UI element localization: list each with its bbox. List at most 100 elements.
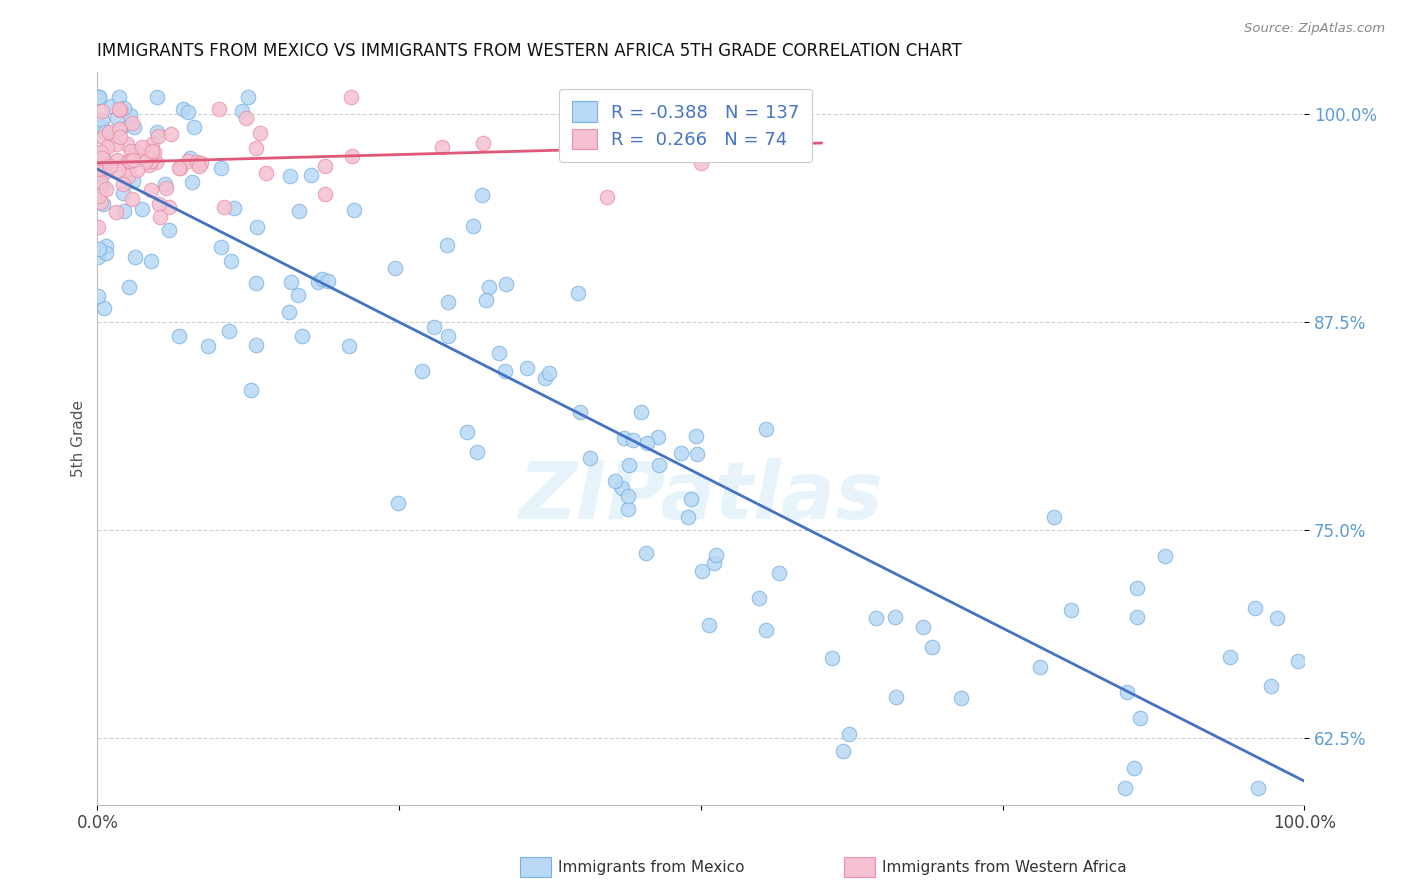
Point bbox=[90, 145, 112, 160]
Point bbox=[685, 429, 707, 443]
Point bbox=[94, 125, 117, 139]
Point bbox=[87, 90, 110, 104]
Point bbox=[456, 425, 478, 439]
Point bbox=[218, 324, 240, 338]
Point bbox=[647, 429, 669, 443]
Point bbox=[692, 564, 714, 578]
Point bbox=[112, 177, 135, 191]
Point bbox=[209, 161, 232, 175]
Point bbox=[1247, 780, 1270, 795]
Point bbox=[832, 744, 855, 758]
Point bbox=[181, 175, 204, 189]
Point bbox=[697, 618, 720, 632]
Point bbox=[768, 566, 790, 581]
Point bbox=[141, 137, 163, 152]
Point bbox=[314, 159, 336, 173]
Point bbox=[90, 103, 112, 118]
Point bbox=[495, 364, 517, 378]
Point bbox=[112, 186, 135, 200]
Point bbox=[110, 129, 132, 144]
Point bbox=[107, 103, 129, 117]
Point bbox=[617, 458, 640, 473]
Point bbox=[138, 158, 160, 172]
Point bbox=[89, 90, 111, 104]
Point bbox=[636, 435, 658, 450]
Point bbox=[596, 190, 619, 204]
Point bbox=[188, 159, 211, 173]
Point bbox=[478, 280, 501, 294]
Point bbox=[621, 433, 644, 447]
Point bbox=[465, 445, 488, 459]
Point bbox=[1123, 761, 1146, 775]
Point bbox=[384, 261, 406, 276]
Point bbox=[141, 254, 163, 268]
Point bbox=[475, 293, 498, 307]
Point bbox=[690, 156, 713, 170]
Point bbox=[411, 363, 433, 377]
Point bbox=[245, 338, 267, 352]
Point bbox=[748, 591, 770, 605]
Point bbox=[703, 556, 725, 570]
Point bbox=[86, 179, 108, 194]
Point bbox=[112, 204, 135, 219]
Point bbox=[613, 431, 636, 445]
Point bbox=[91, 120, 114, 134]
Point bbox=[157, 200, 180, 214]
Point bbox=[1126, 610, 1149, 624]
Point bbox=[96, 238, 118, 252]
Point bbox=[280, 275, 302, 289]
Point bbox=[676, 510, 699, 524]
Point bbox=[314, 186, 336, 201]
Point bbox=[755, 623, 778, 637]
Point bbox=[538, 367, 561, 381]
Point bbox=[245, 276, 267, 290]
Text: Immigrants from Mexico: Immigrants from Mexico bbox=[558, 860, 745, 874]
Point bbox=[87, 220, 110, 235]
Point bbox=[94, 246, 117, 260]
Point bbox=[98, 159, 121, 173]
Point bbox=[145, 90, 167, 104]
Point bbox=[342, 203, 364, 218]
Point bbox=[686, 447, 709, 461]
Point bbox=[1114, 780, 1136, 795]
Point bbox=[516, 360, 538, 375]
Point bbox=[87, 90, 110, 104]
Point bbox=[97, 125, 120, 139]
Point bbox=[169, 161, 191, 176]
Point bbox=[145, 154, 167, 169]
Point bbox=[865, 611, 887, 625]
Point bbox=[117, 169, 139, 183]
Point bbox=[110, 121, 132, 136]
Point bbox=[291, 328, 314, 343]
Point bbox=[134, 154, 156, 169]
Point bbox=[120, 108, 142, 122]
Point bbox=[176, 153, 198, 168]
Point bbox=[108, 122, 131, 136]
Point bbox=[121, 173, 143, 187]
Point bbox=[1129, 711, 1152, 725]
Point bbox=[186, 154, 208, 169]
Point bbox=[124, 251, 146, 265]
Point bbox=[488, 346, 510, 360]
Point bbox=[117, 153, 139, 168]
Point bbox=[131, 202, 153, 217]
Point bbox=[145, 125, 167, 139]
Point bbox=[120, 145, 142, 159]
Point bbox=[245, 141, 267, 155]
Y-axis label: 5th Grade: 5th Grade bbox=[72, 400, 86, 477]
Point bbox=[157, 223, 180, 237]
Point bbox=[146, 128, 169, 143]
Point bbox=[299, 168, 322, 182]
Point bbox=[87, 162, 110, 177]
Point bbox=[311, 272, 333, 286]
Point bbox=[91, 151, 114, 165]
Point bbox=[122, 120, 145, 135]
Point bbox=[141, 183, 163, 197]
Point bbox=[704, 548, 727, 562]
Point bbox=[87, 152, 110, 166]
Point bbox=[240, 383, 263, 397]
Point bbox=[117, 162, 139, 177]
Point bbox=[307, 275, 329, 289]
Point bbox=[87, 250, 110, 264]
Point bbox=[471, 188, 494, 202]
